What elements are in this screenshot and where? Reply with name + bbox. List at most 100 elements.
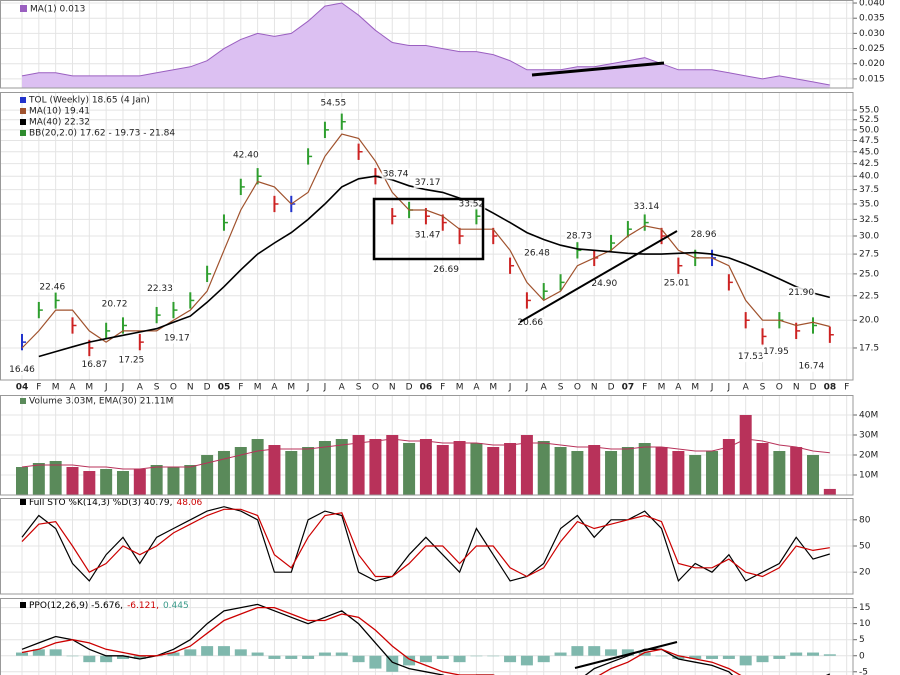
- x-tick-label: F: [844, 383, 849, 393]
- x-tick-label: 06: [420, 383, 433, 393]
- legend: PPO(12,26,9) -5.676, -6.121, 0.445: [29, 601, 189, 611]
- histogram-bar: [268, 655, 281, 659]
- price-bar: [677, 257, 683, 274]
- volume-bar: [16, 467, 28, 495]
- price-label: 42.40: [233, 151, 259, 161]
- x-tick-label: M: [287, 383, 295, 393]
- price-bar: [525, 292, 531, 309]
- price-bar: [155, 306, 161, 324]
- volume-bar: [32, 463, 45, 495]
- price-bar: [54, 292, 60, 309]
- price-bar: [643, 214, 649, 231]
- histogram-bar: [571, 646, 584, 656]
- x-tick-label: M: [85, 383, 93, 393]
- histogram-bar: [234, 649, 247, 656]
- volume-bar: [689, 455, 702, 495]
- x-tick-label: M: [658, 383, 666, 393]
- histogram-bar: [621, 649, 634, 656]
- panel-frame: [0, 598, 854, 675]
- y-tick-label: 27.5: [859, 250, 879, 260]
- price-label: 37.17: [415, 178, 441, 188]
- price-label-box: [38, 281, 67, 293]
- volume-bar: [773, 451, 786, 495]
- legend: BB(20,2.0) 17.62 - 19.73 - 21.84: [29, 129, 175, 139]
- volume-bar: [234, 447, 247, 495]
- volume-bar: [251, 439, 264, 495]
- histogram-bar: [638, 652, 651, 656]
- y-tick-label: 25.0: [859, 269, 879, 279]
- volume-bar: [386, 435, 399, 495]
- price-bar: [307, 148, 313, 165]
- volume-bar: [66, 467, 79, 495]
- volume-bar: [588, 445, 601, 495]
- y-tick-label: 40.0: [859, 172, 879, 182]
- price-label-box: [689, 228, 718, 240]
- price-label-box: [432, 263, 461, 275]
- price-bar: [391, 208, 397, 225]
- price-bar: [105, 322, 111, 340]
- price-bar: [222, 214, 228, 231]
- x-tick-label: A: [541, 383, 548, 393]
- histogram-bar: [100, 655, 113, 663]
- price-bar: [206, 265, 212, 283]
- price-bar: [660, 227, 666, 245]
- x-tick-label: J: [525, 383, 529, 393]
- y-tick-label: 0.030: [859, 29, 885, 39]
- price-label-box: [761, 346, 790, 358]
- x-tick-label: N: [389, 383, 396, 393]
- histogram-bar: [369, 655, 382, 669]
- price-bar: [458, 227, 464, 245]
- x-tick-label: D: [406, 383, 413, 393]
- price-label-box: [146, 282, 175, 294]
- volume-bar: [318, 441, 331, 495]
- y-tick-label: 30M: [859, 431, 878, 441]
- volume-bar: [504, 443, 517, 495]
- histogram-bar: [386, 655, 399, 672]
- histogram-bar: [655, 655, 668, 657]
- volume-bar: [302, 447, 315, 495]
- area-line: [21, 2, 830, 86]
- y-tick-label: 50.0: [859, 125, 879, 135]
- y-tick-label: 80: [859, 515, 871, 525]
- volume-bar: [403, 443, 416, 495]
- price-label: 26.48: [524, 248, 550, 258]
- histogram-bar: [470, 655, 483, 657]
- y-tick-label: 37.5: [859, 185, 879, 195]
- panel: [0, 498, 853, 594]
- frames: [0, 0, 854, 675]
- x-tick-label: O: [372, 383, 379, 393]
- legend-entry: 48.06: [177, 498, 203, 508]
- volume-bar: [487, 447, 500, 495]
- panel: [0, 598, 853, 675]
- x-tick-label: F: [440, 383, 445, 393]
- price-label: 33.52: [458, 199, 484, 209]
- volume-bar: [453, 441, 466, 495]
- y-tick-label: 45.0: [859, 147, 879, 157]
- histogram-bar: [251, 652, 264, 656]
- volume-bar: [605, 451, 618, 495]
- volume-bar: [520, 435, 533, 495]
- price-bar: [441, 214, 447, 231]
- price-label: 28.73: [566, 231, 592, 241]
- x-tick-label: N: [187, 383, 194, 393]
- price-label: 24.90: [591, 279, 617, 289]
- price-label-box: [80, 359, 109, 371]
- x-tick-label: S: [760, 383, 766, 393]
- x-tick-label: O: [574, 383, 581, 393]
- price-bar: [727, 274, 733, 291]
- volume-bar: [49, 461, 62, 495]
- legend-swatch: [20, 398, 26, 404]
- x-tick-label: M: [456, 383, 464, 393]
- x-tick-label: A: [473, 383, 480, 393]
- price-label: 22.33: [147, 284, 173, 294]
- x-tick-label: O: [776, 383, 783, 393]
- price-bar: [340, 113, 346, 130]
- histogram-bar: [453, 655, 466, 663]
- panel-frame: [0, 0, 854, 89]
- price-label-box: [231, 149, 260, 161]
- legend-entry: PPO(12,26,9) -5.676,: [29, 601, 123, 611]
- legend-swatch: [20, 130, 26, 136]
- price-label: 38.74: [383, 169, 409, 179]
- legend: TOL (Weekly) 18.65 (4 Jan): [28, 96, 150, 106]
